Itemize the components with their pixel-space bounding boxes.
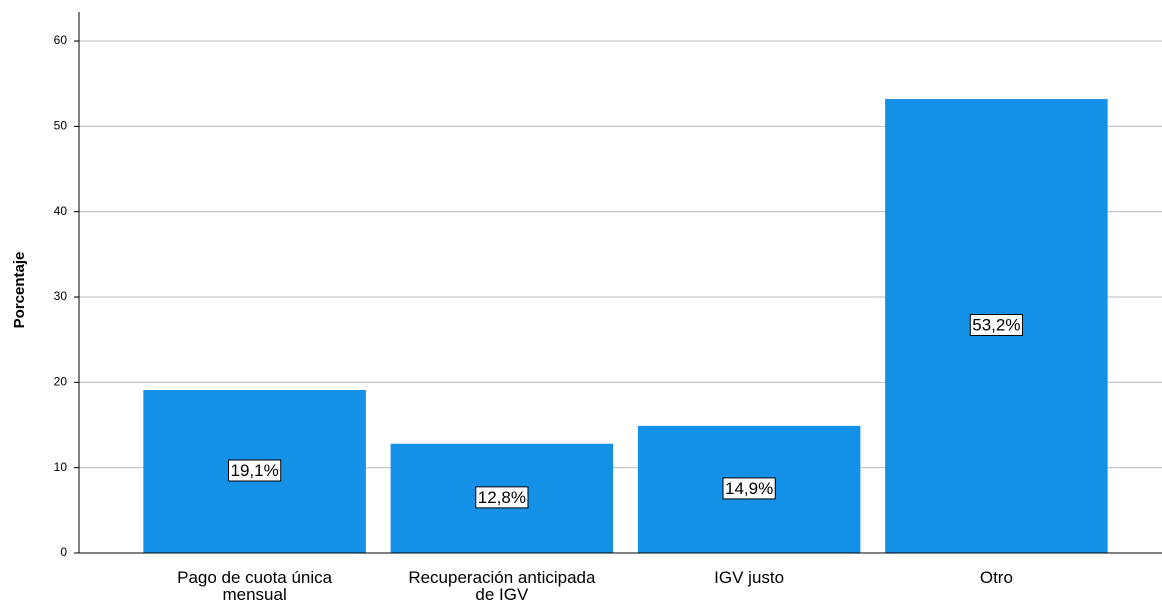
x-tick-label: Recuperación anticipada de IGV xyxy=(408,568,596,604)
x-tick-label: IGV justo xyxy=(714,568,785,587)
value-label-box xyxy=(228,459,282,482)
y-tick-label: 60 xyxy=(54,33,68,47)
y-tick-label: 10 xyxy=(54,460,68,474)
x-tick-label: Pago de cuota única mensual xyxy=(177,568,333,604)
y-tick-label: 0 xyxy=(60,545,67,559)
value-label: 12,8% xyxy=(478,488,526,507)
value-label: 19,1% xyxy=(231,461,279,480)
value-label-box xyxy=(475,486,529,509)
y-axis-label: Porcentaje xyxy=(11,252,28,329)
value-label: 53,2% xyxy=(972,316,1020,335)
y-tick-label: 20 xyxy=(54,375,68,389)
value-label-box xyxy=(969,314,1023,337)
value-label: 14,9% xyxy=(725,479,773,498)
value-label-box xyxy=(722,477,776,500)
x-tick-label: Otro xyxy=(979,568,1013,587)
y-tick-label: 30 xyxy=(54,289,68,303)
y-tick-label: 40 xyxy=(54,204,68,218)
y-tick-label: 50 xyxy=(54,119,68,133)
